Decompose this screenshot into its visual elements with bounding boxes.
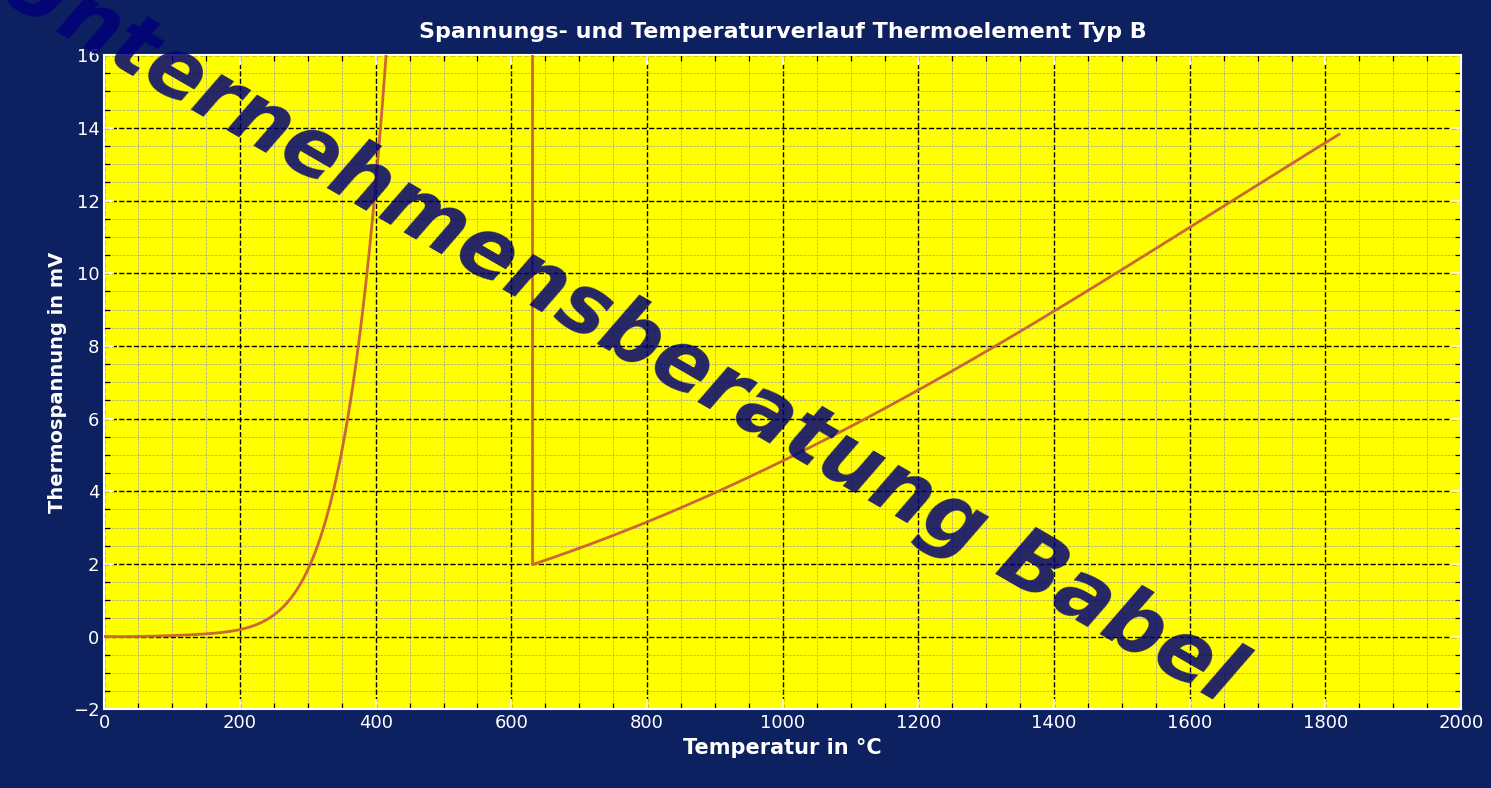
Title: Spannungs- und Temperaturverlauf Thermoelement Typ B: Spannungs- und Temperaturverlauf Thermoe… <box>419 23 1147 43</box>
X-axis label: Temperatur in °C: Temperatur in °C <box>683 738 883 757</box>
Y-axis label: Thermospannung in mV: Thermospannung in mV <box>48 251 67 513</box>
Text: Unternehmensberatung Babel: Unternehmensberatung Babel <box>0 0 1254 719</box>
